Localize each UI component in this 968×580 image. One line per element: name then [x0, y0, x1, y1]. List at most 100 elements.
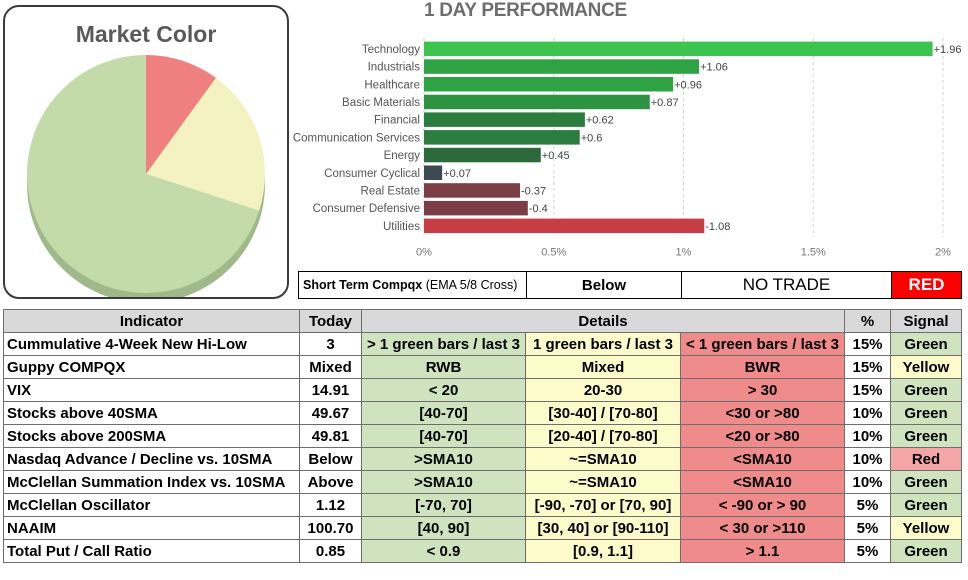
percent-cell: 10% — [844, 401, 891, 425]
signal-cell: Yellow — [890, 355, 962, 379]
signal-cell: Green — [890, 493, 962, 517]
detail-green-cell: [40, 90] — [361, 516, 526, 540]
detail-red-cell: BWR — [680, 355, 845, 379]
today-cell: 1.12 — [299, 493, 362, 517]
chart-title: 1 DAY PERFORMANCE — [424, 0, 627, 21]
header-percent: % — [844, 309, 891, 333]
value-label: +0.07 — [443, 168, 471, 180]
detail-green-cell: RWB — [361, 355, 526, 379]
value-label: +0.96 — [674, 79, 702, 91]
value-label: +0.45 — [542, 150, 570, 162]
category-label: Consumer Cyclical — [324, 168, 420, 180]
category-label: Real Estate — [361, 185, 420, 197]
detail-green-cell: >SMA10 — [361, 470, 526, 494]
today-cell: Mixed — [299, 355, 362, 379]
today-cell: 0.85 — [299, 539, 362, 563]
bar — [424, 112, 585, 127]
bar — [424, 183, 521, 198]
table-row: Nasdaq Advance / Decline vs. 10SMA Below >… — [3, 447, 962, 471]
short-term-signal: RED — [891, 271, 962, 299]
signal-cell: Green — [890, 539, 962, 563]
table-row: Stocks above 200SMA 49.81 [40-70] [20-40] /… — [3, 424, 962, 448]
value-label: +0.87 — [651, 97, 679, 109]
detail-yellow-cell: [20-40] / [70-80] — [525, 424, 681, 448]
table-row: VIX 14.91 < 20 20-30 > 30 15% Green — [3, 378, 962, 402]
percent-cell: 15% — [844, 378, 891, 402]
table-row: McClellan Oscillator 1.12 [-70, 70] [-90, -… — [3, 493, 962, 517]
bar — [424, 200, 528, 216]
table-row: Stocks above 40SMA 49.67 [40-70] [30-40] / … — [3, 401, 962, 425]
detail-yellow-cell: [30-40] / [70-80] — [525, 401, 681, 425]
detail-yellow-cell: ~=SMA10 — [525, 470, 681, 494]
detail-red-cell: > 1.1 — [680, 539, 845, 563]
detail-yellow-cell: [0.9, 1.1] — [525, 539, 681, 563]
signal-cell: Green — [890, 470, 962, 494]
short-term-position: Below — [526, 271, 682, 299]
indicator-cell: NAAIM — [3, 516, 300, 540]
detail-red-cell: < -90 or > 90 — [680, 493, 845, 517]
detail-green-cell: > 1 green bars / last 3 — [361, 332, 526, 356]
percent-cell: 10% — [844, 447, 891, 471]
today-cell: Above — [299, 470, 362, 494]
bar — [424, 59, 700, 74]
pie-slice-yellow — [146, 77, 265, 211]
percent-cell: 5% — [844, 493, 891, 517]
detail-yellow-cell: [-90, -70] or [70, 90] — [525, 493, 681, 517]
indicator-cell: Nasdaq Advance / Decline vs. 10SMA — [3, 447, 300, 471]
market-color-panel: Market Color — [3, 5, 289, 299]
percent-cell: 5% — [844, 516, 891, 540]
x-tick-label: 1.5% — [801, 247, 826, 258]
category-label: Consumer Defensive — [313, 203, 420, 215]
table-row: Cummulative 4-Week New Hi-Low 3 > 1 green … — [3, 332, 962, 356]
bar — [424, 165, 443, 180]
table-row: Guppy COMPQX Mixed RWB Mixed BWR 15% Yellow — [3, 355, 962, 379]
indicator-cell: McClellan Oscillator — [3, 493, 300, 517]
detail-yellow-cell: 20-30 — [525, 378, 681, 402]
bar — [424, 218, 705, 234]
category-label: Energy — [384, 150, 421, 162]
bar — [424, 77, 674, 92]
signal-cell: Green — [890, 401, 962, 425]
indicator-cell: VIX — [3, 378, 300, 402]
detail-yellow-cell: 1 green bars / last 3 — [525, 332, 681, 356]
short-term-label-bold: Short Term Compqx — [303, 278, 423, 292]
short-term-action: NO TRADE — [681, 271, 892, 299]
x-tick-label: 1% — [676, 247, 692, 258]
today-cell: 49.67 — [299, 401, 362, 425]
detail-red-cell: <30 or >80 — [680, 401, 845, 425]
today-cell: 49.81 — [299, 424, 362, 448]
category-label: Financial — [374, 115, 420, 127]
indicator-table: Indicator Today Details % Signal Cummula… — [3, 309, 962, 563]
detail-green-cell: [40-70] — [361, 424, 526, 448]
header-details: Details — [361, 309, 845, 333]
table-header-row: Indicator Today Details % Signal — [3, 309, 962, 333]
table-row: NAAIM 100.70 [40, 90] [30, 40] or [90-110] <… — [3, 516, 962, 540]
indicator-cell: Stocks above 40SMA — [3, 401, 300, 425]
value-label: -0.37 — [521, 185, 546, 197]
detail-red-cell: <SMA10 — [680, 447, 845, 471]
detail-green-cell: [40-70] — [361, 401, 526, 425]
indicator-cell: Total Put / Call Ratio — [3, 539, 300, 563]
percent-cell: 5% — [844, 539, 891, 563]
percent-cell: 15% — [844, 332, 891, 356]
category-label: Healthcare — [364, 79, 420, 91]
signal-cell: Yellow — [890, 516, 962, 540]
detail-red-cell: <SMA10 — [680, 470, 845, 494]
market-color-pie — [26, 55, 265, 297]
category-label: Basic Materials — [342, 97, 420, 109]
table-row: Total Put / Call Ratio 0.85 < 0.9 [0.9, 1.1… — [3, 539, 962, 563]
value-label: +0.62 — [586, 115, 614, 127]
detail-green-cell: < 0.9 — [361, 539, 526, 563]
value-label: +1.96 — [934, 44, 962, 56]
bar — [424, 94, 650, 110]
performance-bar-chart: 0% 0.5% 1% 1.5% 2% Technology +1.96 Industrials… — [293, 38, 962, 258]
signal-cell: Green — [890, 424, 962, 448]
detail-red-cell: < 1 green bars / last 3 — [680, 332, 845, 356]
value-label: +1.06 — [700, 62, 728, 74]
bar — [424, 41, 933, 57]
market-color-title: Market Color — [75, 21, 217, 47]
bar — [424, 147, 541, 163]
x-tick-label: 2% — [935, 247, 951, 258]
x-tick-label: 0% — [416, 247, 432, 258]
short-term-row: Short Term Compqx (EMA 5/8 Cross) Below … — [298, 271, 962, 299]
